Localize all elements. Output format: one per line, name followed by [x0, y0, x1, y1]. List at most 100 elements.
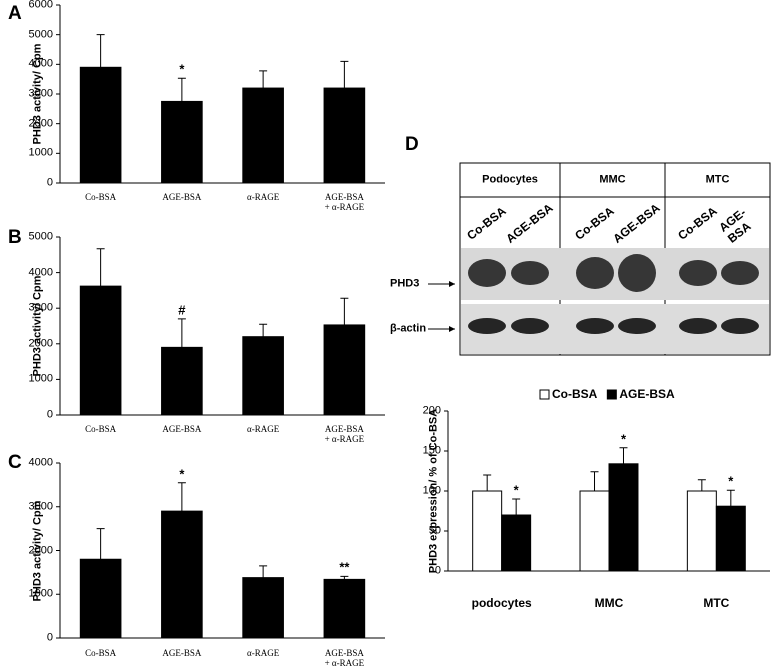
error-bar	[259, 565, 268, 578]
legend-label: Co-BSA	[552, 387, 598, 402]
bar	[323, 324, 366, 416]
y-tick-label: 2000	[28, 544, 53, 557]
x-tick-label: AGE-BSA	[162, 192, 202, 202]
blot-band	[511, 318, 549, 334]
y-tick-label: 3000	[28, 301, 53, 314]
blot-row-label: PHD3	[390, 277, 420, 290]
x-tick-label: Co-BSA	[85, 648, 117, 658]
error-bar	[512, 498, 521, 515]
blot-band	[679, 318, 717, 334]
blot-band	[679, 260, 717, 286]
bar	[161, 346, 203, 416]
y-axis-label: PHD3 activity/ Cpm	[31, 275, 44, 377]
blot-band	[511, 261, 549, 285]
bar	[323, 87, 366, 184]
error-bar	[483, 474, 492, 491]
error-bar	[340, 297, 349, 325]
blot-column-label: MMC	[599, 173, 626, 186]
bar	[79, 285, 122, 416]
y-tick-label: 3000	[28, 500, 53, 513]
x-tick-label: AGE-BSA	[162, 424, 202, 434]
y-tick-label: 50	[428, 524, 441, 537]
y-tick-label: 2000	[28, 337, 53, 350]
error-bar	[726, 489, 735, 507]
bar	[686, 490, 717, 572]
panel-label: C	[8, 452, 22, 474]
panel-label: A	[8, 3, 22, 25]
x-tick-label: α-RAGE	[247, 192, 280, 202]
bar	[323, 578, 366, 639]
error-bar	[259, 323, 268, 337]
bar	[79, 66, 122, 184]
blot-strip	[461, 304, 769, 354]
bar	[579, 490, 610, 572]
blot-band	[618, 318, 656, 334]
x-tick-label: Co-BSA	[85, 192, 117, 202]
bar	[161, 510, 203, 639]
error-bar	[259, 70, 268, 89]
blot-band	[576, 318, 614, 334]
bar	[242, 577, 284, 639]
y-tick-label: 0	[434, 564, 441, 577]
blot-band	[618, 254, 656, 292]
y-tick-label: 4000	[28, 456, 53, 469]
y-tick-label: 6000	[28, 0, 53, 11]
y-tick-label: 5000	[28, 28, 53, 41]
bar	[242, 87, 284, 184]
legend-label: AGE-BSA	[619, 387, 675, 402]
y-tick-label: 150	[422, 444, 441, 457]
x-tick-label: MTC	[703, 596, 730, 610]
x-tick-label: MMC	[594, 596, 624, 610]
blot-band	[721, 261, 759, 285]
significance-label: *	[513, 482, 519, 498]
bar	[79, 558, 122, 639]
y-tick-label: 1000	[28, 587, 53, 600]
legend-swatch	[539, 389, 550, 400]
y-tick-label: 0	[46, 408, 53, 421]
bar	[161, 100, 203, 184]
x-tick-label: α-RAGE	[247, 648, 280, 658]
error-bar	[340, 575, 349, 580]
blot-band	[468, 318, 506, 334]
significance-label: *	[179, 61, 185, 77]
blot-band	[721, 318, 759, 334]
error-bar	[619, 447, 628, 464]
panel-label: D	[405, 134, 419, 156]
x-tick-label: AGE-BSA + α-RAGE	[324, 192, 365, 213]
y-tick-label: 100	[422, 484, 441, 497]
error-bar	[697, 479, 706, 491]
y-tick-label: 2000	[28, 117, 53, 130]
blot-column-label: MTC	[705, 173, 730, 186]
blot-arrowhead	[449, 326, 455, 332]
error-bar	[177, 482, 186, 512]
error-bar	[96, 34, 105, 68]
significance-label: *	[179, 466, 185, 482]
x-tick-label: AGE-BSA + α-RAGE	[324, 424, 365, 445]
error-bar	[590, 471, 599, 491]
error-bar	[177, 318, 186, 348]
x-tick-label: AGE-BSA + α-RAGE	[324, 648, 365, 669]
panel-label: B	[8, 227, 22, 249]
x-tick-label: AGE-BSA	[162, 648, 202, 658]
y-tick-label: 3000	[28, 87, 53, 100]
error-bar	[96, 528, 105, 560]
y-tick-label: 200	[422, 404, 441, 417]
error-bar	[177, 77, 186, 102]
blot-row-label: β-actin	[390, 322, 427, 335]
bar	[715, 505, 746, 572]
y-tick-label: 0	[46, 176, 53, 189]
y-tick-label: 1000	[28, 373, 53, 386]
x-tick-label: Co-BSA	[85, 424, 117, 434]
bar	[242, 336, 284, 416]
y-tick-label: 4000	[28, 266, 53, 279]
legend-swatch	[606, 389, 617, 400]
error-bar	[96, 248, 105, 287]
significance-label: *	[620, 431, 627, 447]
y-tick-label: 4000	[28, 58, 53, 71]
error-bar	[340, 60, 349, 89]
bar	[472, 490, 503, 572]
x-tick-label: podocytes	[471, 596, 532, 610]
y-tick-label: 1000	[28, 147, 53, 160]
blot-column-label: Podocytes	[482, 173, 538, 186]
